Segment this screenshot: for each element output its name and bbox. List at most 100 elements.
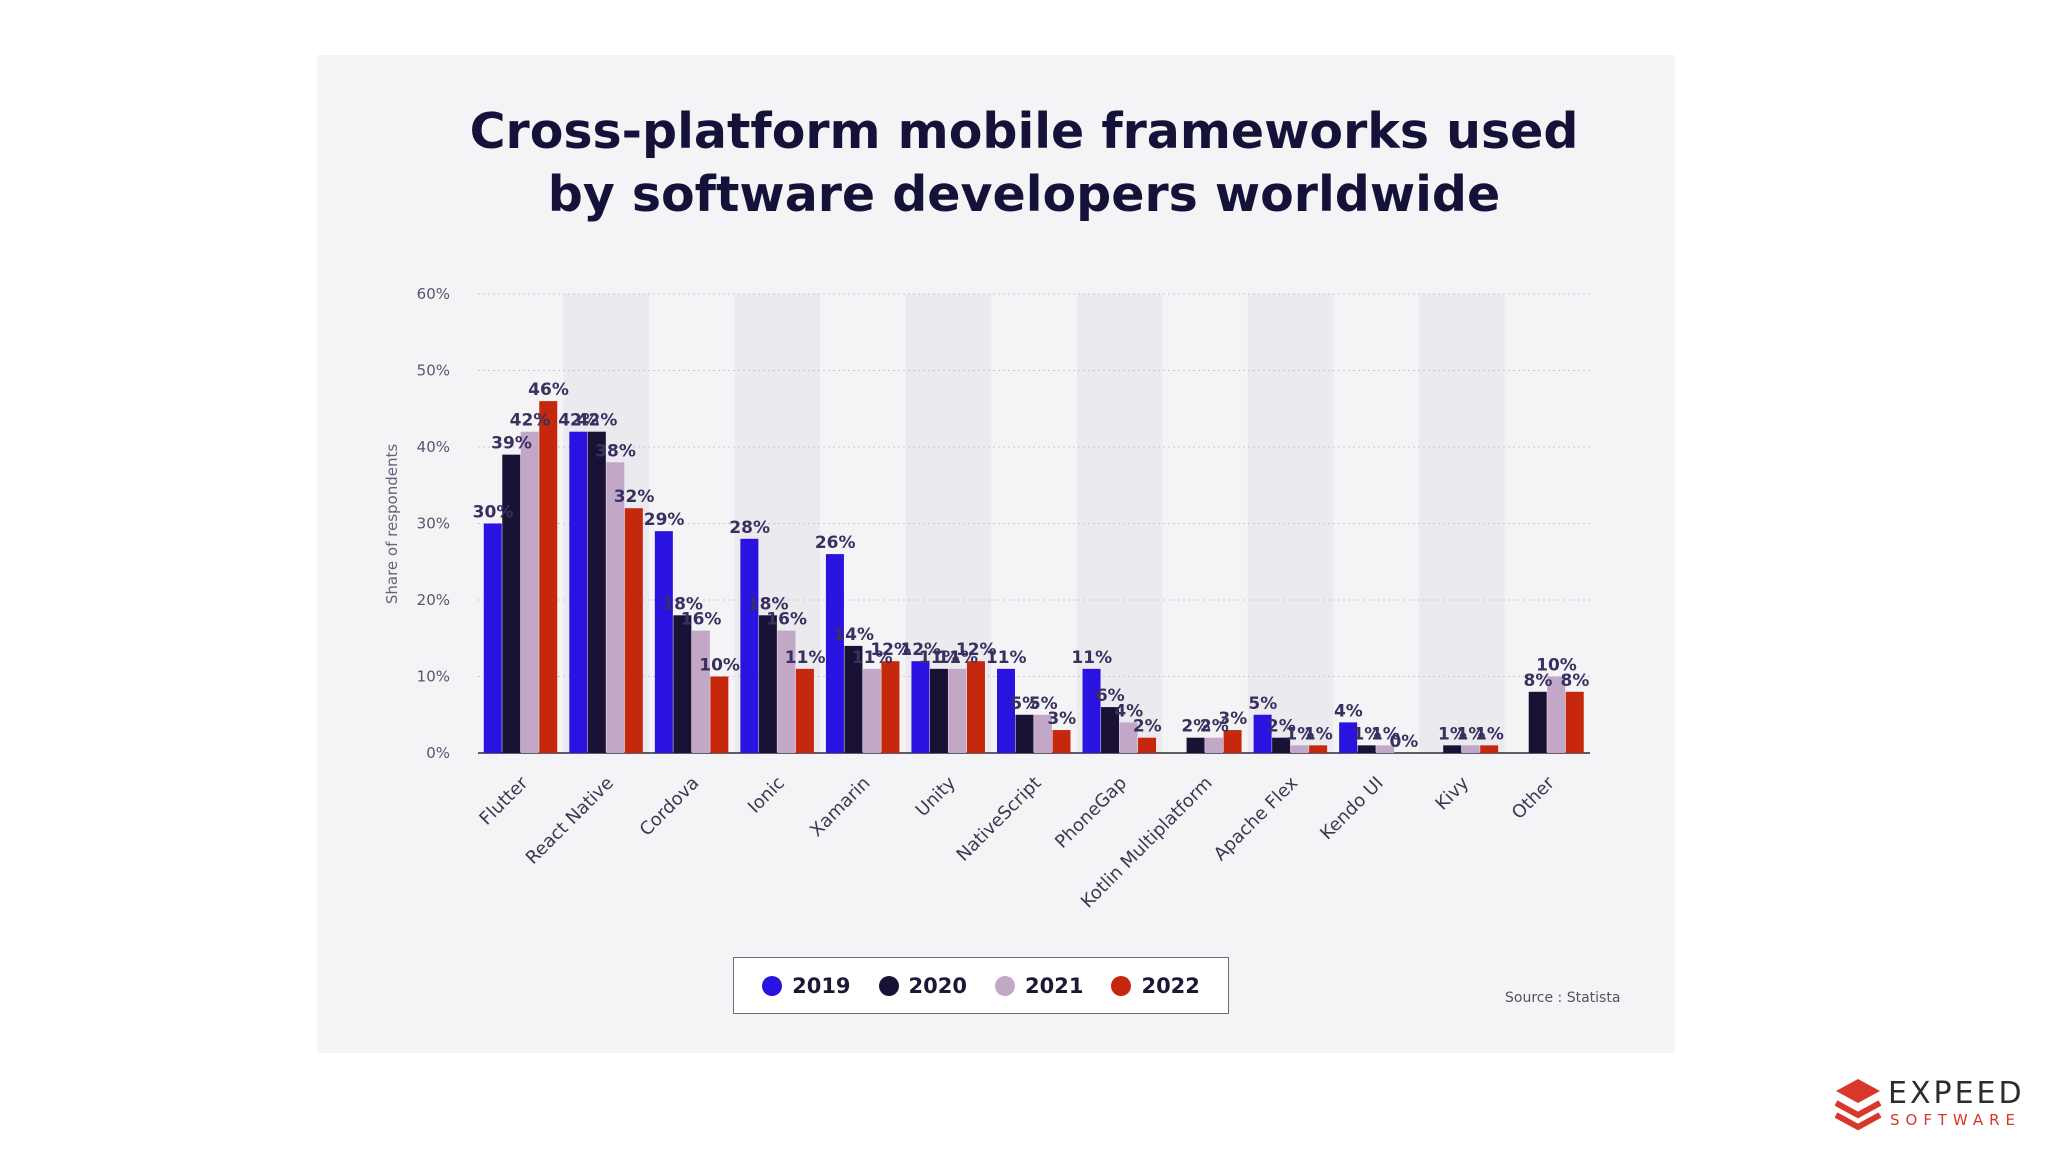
data-label-cordova-2021: 16% [681, 610, 722, 630]
logo-word: EXPEED [1888, 1076, 2025, 1111]
category-label-kivy: Kivy [1431, 772, 1473, 814]
logo-mark-icon [1834, 1079, 1882, 1131]
bar-unity-2020 [929, 668, 948, 753]
data-label-xamarin-2021: 11% [852, 648, 893, 668]
bar-unity-2019 [911, 661, 930, 753]
data-label-kotlin-multiplatform-2022: 3% [1218, 709, 1247, 729]
bar-flutter-2022 [539, 401, 558, 753]
bar-nativescript-2019 [997, 668, 1015, 753]
bar-cordova-2020 [673, 615, 692, 753]
data-label-apache-flex-2022: 1% [1304, 724, 1333, 744]
bar-apache-flex-2022 [1309, 745, 1328, 753]
data-label-phonegap-2019: 11% [1071, 648, 1112, 668]
data-label-nativescript-2022: 3% [1047, 709, 1076, 729]
source-note: Source : Statista [1505, 990, 1621, 1006]
category-label-other: Other [1508, 772, 1559, 823]
bar-ionic-2020 [758, 615, 777, 753]
chart-title: Cross-platform mobile frameworks used by… [0, 100, 2048, 226]
category-label-nativescript: NativeScript [953, 773, 1046, 866]
data-label-cordova-2020: 18% [662, 594, 703, 614]
bar-phonegap-2019 [1082, 668, 1101, 753]
data-label-phonegap-2020: 6% [1096, 686, 1125, 706]
data-label-xamarin-2020: 14% [833, 625, 874, 645]
bar-ionic-2022 [795, 668, 814, 753]
bar-apache-flex-2019 [1253, 714, 1272, 753]
bar-kendo-ui-2020 [1357, 745, 1376, 753]
category-label-react-native: React Native [522, 773, 618, 869]
bar-other-2021 [1547, 676, 1566, 753]
data-label-kendo-ui-2019: 4% [1334, 701, 1363, 721]
category-label-cordova: Cordova [636, 773, 704, 841]
title-line-1: Cross-platform mobile frameworks used [469, 103, 1579, 160]
legend-dot-2021 [995, 975, 1015, 996]
data-label-kivy-2022: 1% [1475, 724, 1504, 744]
legend-item-2022: 2022 [1111, 974, 1200, 998]
bar-cordova-2021 [691, 630, 710, 753]
bar-apache-flex-2021 [1290, 745, 1309, 753]
data-label-unity-2021: 11% [937, 648, 978, 668]
data-label-cordova-2022: 10% [699, 656, 740, 676]
bar-nativescript-2021 [1034, 714, 1052, 753]
data-label-other-2020: 8% [1524, 671, 1553, 691]
data-label-ionic-2022: 11% [785, 648, 826, 668]
y-tick-0: 0% [426, 744, 450, 762]
bar-kotlin-multiplatform-2020 [1186, 737, 1205, 753]
legend-item-2020: 2020 [878, 973, 967, 998]
data-label-nativescript-2021: 5% [1029, 694, 1058, 714]
data-label-react-native-2019: 42% [558, 411, 599, 431]
bar-xamarin-2020 [844, 645, 863, 753]
bar-nativescript-2020 [1015, 714, 1034, 753]
bar-react-native-2021 [606, 462, 625, 753]
data-label-kendo-ui-2020: 1% [1352, 724, 1381, 744]
title-line-2: by software developers worldwide [547, 166, 1501, 223]
bar-other-2020 [1528, 691, 1547, 753]
bar-kendo-ui-2019 [1339, 722, 1358, 753]
category-label-kendo-ui: Kendo UI [1316, 773, 1387, 844]
bar-apache-flex-2020 [1272, 737, 1291, 753]
data-label-kotlin-multiplatform-2021: 2% [1200, 717, 1229, 737]
data-label-flutter-2019: 30% [473, 503, 514, 523]
data-label-kivy-2021: 1% [1457, 724, 1486, 744]
category-band-kivy [1418, 294, 1505, 753]
data-label-ionic-2019: 28% [729, 518, 770, 538]
data-label-flutter-2022: 46% [528, 380, 569, 400]
data-label-react-native-2022: 32% [614, 487, 655, 507]
bar-kivy-2022 [1480, 745, 1499, 753]
data-label-unity-2022: 12% [956, 640, 997, 660]
data-label-flutter-2021: 42% [510, 411, 551, 431]
y-axis-ticks: 0% 10% 20% 30% 40% 50% 60% [417, 285, 450, 762]
data-label-other-2021: 10% [1536, 656, 1577, 676]
data-label-phonegap-2021: 4% [1114, 701, 1143, 721]
category-label-apache-flex: Apache Flex [1210, 772, 1303, 865]
bar-cordova-2022 [710, 676, 729, 753]
bar-ionic-2021 [777, 630, 796, 753]
category-label-phonegap: PhoneGap [1051, 773, 1131, 853]
data-label-nativescript-2019: 11% [986, 648, 1027, 668]
bar-react-native-2022 [624, 508, 643, 753]
data-label-phonegap-2022: 2% [1133, 717, 1162, 737]
y-tick-20: 20% [417, 591, 450, 609]
legend-label-2019: 2019 [792, 973, 851, 998]
bar-xamarin-2019 [825, 554, 844, 753]
bar-cordova-2019 [654, 531, 673, 753]
y-tick-50: 50% [417, 362, 450, 380]
bar-phonegap-2021 [1119, 722, 1138, 753]
data-label-cordova-2019: 29% [644, 510, 685, 530]
bar-flutter-2019 [483, 523, 502, 753]
data-label-flutter-2020: 39% [491, 434, 532, 454]
legend-dot-2022 [1111, 975, 1132, 996]
data-label-react-native-2020: 42% [577, 411, 618, 431]
category-label-ionic: Ionic [744, 773, 789, 818]
bar-phonegap-2020 [1101, 707, 1120, 753]
y-tick-30: 30% [417, 515, 450, 533]
y-tick-40: 40% [417, 438, 450, 456]
data-label-kivy-2020: 1% [1438, 724, 1467, 744]
bar-ionic-2019 [740, 538, 759, 753]
data-label-ionic-2021: 16% [766, 610, 807, 630]
data-label-apache-flex-2019: 5% [1248, 694, 1277, 714]
bar-kotlin-multiplatform-2021 [1205, 737, 1224, 753]
data-label-unity-2019: 12% [900, 640, 941, 660]
legend-label-2020: 2020 [908, 973, 967, 998]
data-label-unity-2020: 11% [919, 648, 960, 668]
